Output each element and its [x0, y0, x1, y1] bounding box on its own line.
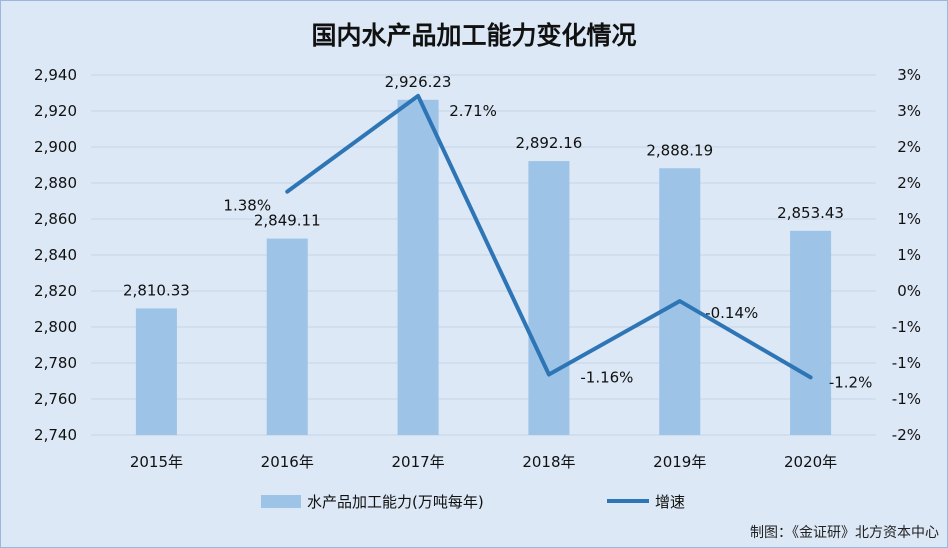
bar-series: [135, 99, 832, 435]
right-tick-label: 3%: [897, 102, 921, 120]
legend: 水产品加工能力(万吨每年) 增速: [261, 493, 685, 511]
right-tick-label: 2%: [897, 174, 921, 192]
growth-line: [285, 93, 813, 380]
x-tick-label: 2018年: [522, 453, 575, 471]
left-tick-label: 2,880: [34, 174, 77, 192]
left-tick-label: 2,860: [34, 210, 77, 228]
bar-value-label: 2,853.43: [777, 204, 844, 222]
right-tick-label: 3%: [897, 66, 921, 84]
left-tick-label: 2,820: [34, 282, 77, 300]
x-tick-label: 2020年: [784, 453, 837, 471]
x-tick-label: 2015年: [130, 453, 183, 471]
left-tick-label: 2,800: [34, 318, 77, 336]
bar-value-label: 2,926.23: [385, 73, 452, 91]
legend-line-label: 增速: [655, 493, 685, 511]
bar: [397, 99, 439, 435]
legend-bar-label: 水产品加工能力(万吨每年): [307, 493, 484, 511]
left-tick-label: 2,940: [34, 66, 77, 84]
left-tick-label: 2,900: [34, 138, 77, 156]
left-axis-ticks: 2,740 2,760 2,780 2,800 2,820 2,840 2,860 2,880…: [34, 66, 77, 444]
line-value-label: -1.2%: [829, 373, 873, 391]
right-tick-label: 1%: [897, 210, 921, 228]
left-tick-label: 2,760: [34, 390, 77, 408]
chart-credit: 制图：《金证研》北方资本中心: [750, 525, 939, 541]
right-tick-label: -1%: [892, 390, 921, 408]
right-tick-label: 0%: [897, 282, 921, 300]
x-tick-label: 2017年: [391, 453, 444, 471]
line-data-labels: 1.38% 2.71% -1.16% -0.14% -1.2%: [223, 102, 872, 392]
line-value-label: -1.16%: [580, 369, 633, 387]
line-value-label: 2.71%: [449, 102, 497, 120]
left-tick-label: 2,920: [34, 102, 77, 120]
bar-value-label: 2,849.11: [254, 212, 321, 230]
right-tick-label: -1%: [892, 318, 921, 336]
right-tick-label: -1%: [892, 354, 921, 372]
right-tick-label: 1%: [897, 246, 921, 264]
left-tick-label: 2,780: [34, 354, 77, 372]
left-tick-label: 2,840: [34, 246, 77, 264]
legend-bar-swatch: [261, 495, 301, 508]
line-value-label: -0.14%: [705, 304, 758, 322]
bar-value-label: 2,810.33: [123, 281, 190, 299]
bar-data-labels: 2,810.33 2,849.11 2,926.23 2,892.16 2,888.19…: [123, 73, 844, 300]
line-value-label: 1.38%: [223, 197, 271, 215]
bar: [528, 161, 570, 435]
chart-title: 国内水产品加工能力变化情况: [311, 21, 636, 50]
bar: [790, 230, 832, 435]
right-tick-label: -2%: [892, 426, 921, 444]
right-axis-ticks: -2% -1% -1% -1% 0% 1% 1% 2% 2% 3% 3%: [892, 66, 921, 444]
x-tick-label: 2016年: [261, 453, 314, 471]
left-tick-label: 2,740: [34, 426, 77, 444]
x-axis-ticks: 2015年 2016年 2017年 2018年 2019年 2020年: [130, 453, 837, 471]
right-tick-label: 2%: [897, 138, 921, 156]
bar: [266, 238, 308, 435]
gridlines: [91, 74, 876, 436]
x-tick-label: 2019年: [653, 453, 706, 471]
bar-value-label: 2,888.19: [646, 141, 713, 159]
line-series: [285, 93, 813, 380]
bar: [135, 308, 177, 435]
bar-value-label: 2,892.16: [516, 134, 583, 152]
